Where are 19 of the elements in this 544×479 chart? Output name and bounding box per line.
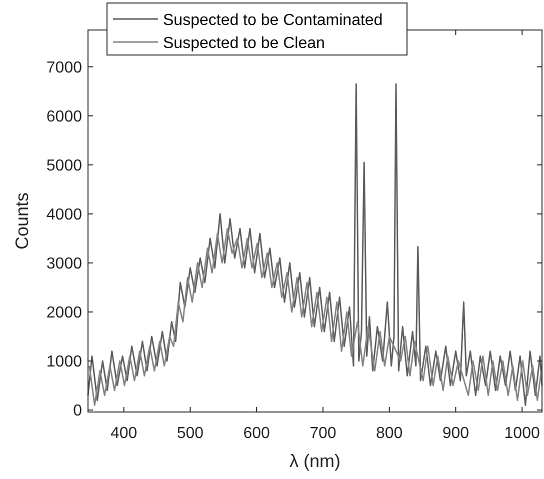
x-tick-label: 700 [310, 425, 336, 442]
y-tick-label: 3000 [46, 255, 82, 272]
x-tick-label: 600 [243, 425, 270, 442]
legend-label: Suspected to be Contaminated [163, 12, 383, 29]
y-tick-label: 6000 [46, 108, 82, 126]
x-tick-label: 400 [110, 425, 138, 442]
x-tick-label: 900 [442, 425, 470, 442]
y-tick-label: 1000 [46, 354, 82, 370]
x-tick-label: 800 [376, 425, 403, 442]
y-tick-label: 7000 [46, 59, 82, 76]
legend-label: Suspected to be Clean [163, 35, 325, 52]
x-tick-label: 500 [176, 425, 204, 442]
y-tick-label: 5000 [46, 157, 82, 174]
x-tick-label: 1000 [504, 425, 540, 442]
y-tick-label: 0 [73, 402, 82, 420]
y-axis-title: Counts [12, 192, 32, 250]
x-axis-title: λ (nm) [290, 451, 340, 471]
y-tick-label: 4000 [46, 206, 82, 224]
y-tick-label: 2000 [46, 304, 82, 322]
